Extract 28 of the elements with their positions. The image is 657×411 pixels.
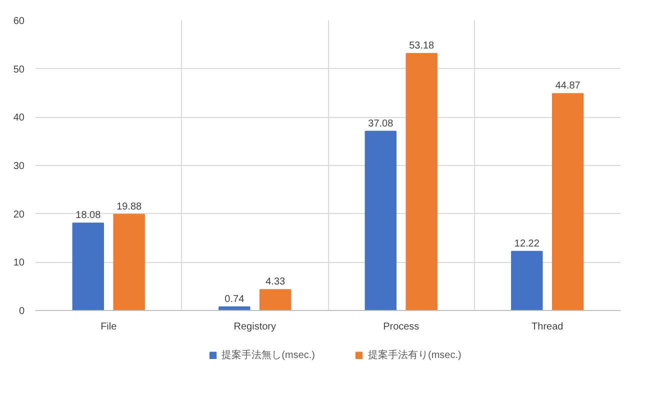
bar	[406, 52, 438, 310]
data-label: 53.18	[409, 40, 435, 52]
y-tick-label: 0	[18, 306, 25, 317]
y-tick-label: 50	[13, 64, 25, 76]
legend-label: 提案手法有り(msec.)	[368, 348, 462, 362]
data-label: 44.87	[555, 80, 581, 92]
y-tick-label: 40	[13, 112, 25, 124]
bar	[113, 214, 145, 310]
legend-label: 提案手法無し(msec.)	[222, 348, 315, 362]
data-label: 0.74	[224, 294, 245, 305]
y-tick-label: 10	[13, 258, 25, 269]
bar	[364, 130, 397, 310]
bar	[511, 250, 543, 310]
y-tick-label: 20	[13, 209, 25, 220]
data-label: 4.33	[266, 276, 286, 288]
bar	[72, 222, 104, 310]
x-tick-label: File	[100, 322, 118, 332]
data-label: 19.88	[116, 201, 142, 212]
y-tick-label: 60	[13, 16, 25, 27]
data-label: 18.08	[76, 210, 102, 222]
y-tick-label: 30	[13, 161, 25, 172]
bar	[552, 93, 584, 310]
x-tick-label: Registory	[234, 322, 276, 332]
data-label: 37.08	[368, 118, 394, 130]
data-label: 12.22	[514, 238, 540, 250]
x-tick-label: Thread	[532, 322, 564, 332]
x-tick-label: Process	[383, 322, 420, 332]
bar	[259, 289, 292, 310]
